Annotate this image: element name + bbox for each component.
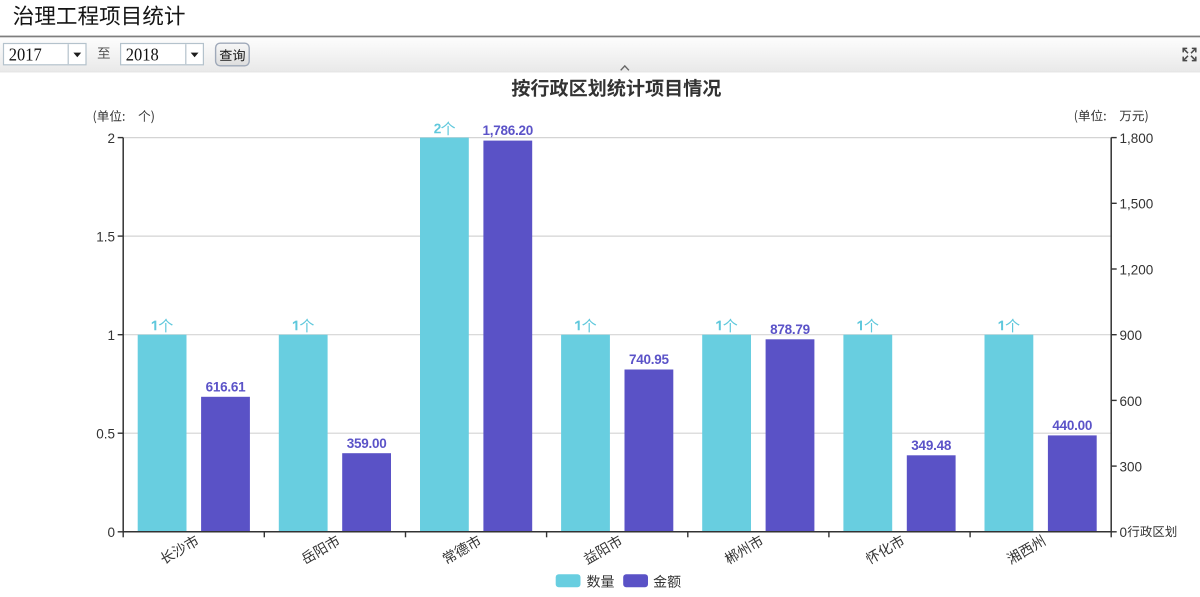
svg-text:2018: 2018 — [126, 44, 159, 64]
svg-text:2: 2 — [107, 131, 115, 146]
svg-text:740.95: 740.95 — [629, 352, 670, 367]
svg-text:900: 900 — [1120, 328, 1143, 343]
svg-text:300: 300 — [1120, 460, 1143, 475]
svg-text:1.5: 1.5 — [96, 230, 115, 245]
svg-text:1,786.20: 1,786.20 — [483, 123, 534, 138]
svg-text:1,500: 1,500 — [1120, 197, 1154, 212]
svg-text:1,800: 1,800 — [1120, 131, 1154, 146]
svg-text:0.5: 0.5 — [96, 427, 115, 442]
svg-text:440.00: 440.00 — [1052, 418, 1092, 433]
svg-text:2017: 2017 — [9, 44, 42, 64]
svg-text:1: 1 — [107, 328, 115, 343]
svg-text:0: 0 — [107, 525, 115, 540]
svg-text:0: 0 — [1120, 525, 1128, 540]
svg-text:616.61: 616.61 — [206, 379, 247, 394]
svg-text:1,200: 1,200 — [1120, 262, 1154, 277]
svg-text:600: 600 — [1120, 394, 1143, 409]
svg-text:349.48: 349.48 — [911, 438, 952, 453]
svg-text:878.79: 878.79 — [770, 322, 810, 337]
svg-text:359.00: 359.00 — [347, 436, 387, 451]
